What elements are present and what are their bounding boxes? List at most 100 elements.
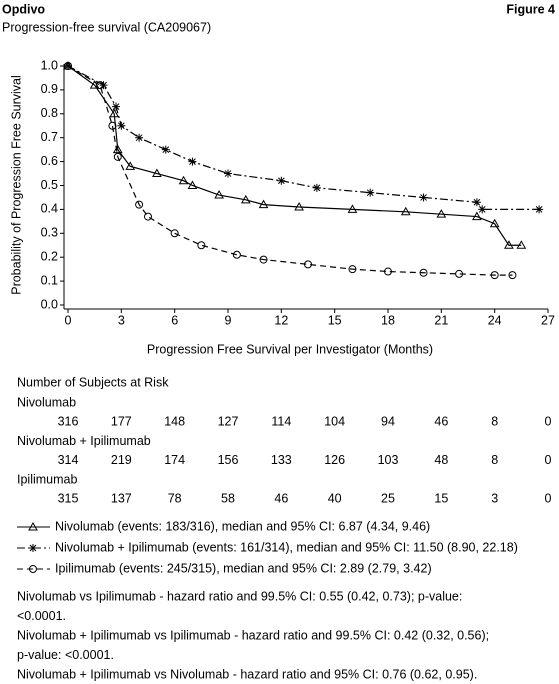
marker — [366, 188, 375, 197]
risk-count: 0 — [545, 453, 552, 467]
x-tick-label: 18 — [381, 313, 395, 327]
marker — [478, 205, 487, 214]
risk-count: 46 — [434, 414, 448, 428]
survival-curve — [67, 65, 540, 210]
marker — [455, 269, 464, 278]
legend-label: Nivolumab + Ipilimumab (events: 161/314)… — [55, 540, 518, 554]
y-tick-label: 1.0 — [41, 58, 58, 72]
y-tick-label: 0.6 — [41, 154, 58, 168]
risk-count: 46 — [274, 491, 288, 505]
risk-count: 8 — [491, 453, 498, 467]
y-tick-label: 0.7 — [41, 130, 58, 144]
marker — [170, 229, 179, 238]
marker — [112, 102, 120, 111]
y-tick-label: 0.4 — [41, 202, 58, 216]
risk-count: 8 — [491, 414, 498, 428]
x-tick-label: 12 — [274, 313, 288, 327]
marker — [29, 565, 37, 573]
marker — [161, 145, 170, 154]
note: Nivolumab + Ipilimumab vs Nivolumab - ha… — [17, 667, 477, 681]
risk-group-label: Nivolumab — [17, 395, 76, 409]
y-tick-label: 0.1 — [41, 273, 58, 287]
risk-group-label: Nivolumab + Ipilimumab — [17, 434, 151, 448]
marker — [96, 81, 104, 90]
note: p-value: <0.0001. — [17, 648, 114, 662]
note: Nivolumab vs Ipilimumab - hazard ratio a… — [17, 589, 462, 603]
legend-label: Nivolumab (events: 183/316), median and … — [55, 519, 430, 533]
marker — [490, 271, 499, 280]
marker — [436, 209, 447, 218]
risk-count: 148 — [164, 414, 185, 428]
risk-count: 25 — [381, 491, 395, 505]
marker — [187, 180, 198, 189]
survival-curve — [67, 65, 513, 276]
marker — [489, 218, 500, 228]
y-tick-label: 0.0 — [41, 297, 58, 311]
risk-count: 177 — [111, 414, 132, 428]
header-title: Opdivo — [2, 2, 45, 16]
marker — [277, 176, 286, 185]
marker — [472, 198, 481, 207]
marker — [348, 265, 357, 274]
marker — [304, 260, 312, 269]
y-tick-label: 0.2 — [41, 249, 58, 263]
risk-count: 133 — [271, 453, 292, 467]
risk-count: 127 — [218, 414, 239, 428]
marker — [535, 205, 544, 214]
y-tick-label: 0.8 — [41, 106, 58, 120]
marker — [472, 211, 482, 221]
risk-group-label: Ipilimumab — [17, 472, 77, 486]
risk-count: 103 — [378, 453, 399, 467]
y-tick-label: 0.3 — [41, 226, 58, 240]
marker — [188, 157, 197, 166]
x-tick-label: 6 — [171, 313, 178, 327]
y-tick-label: 0.5 — [41, 178, 58, 192]
risk-count: 137 — [111, 491, 132, 505]
y-axis-label: Probability of Progression Free Survival — [9, 75, 23, 295]
marker — [214, 190, 224, 199]
risk-count: 219 — [111, 453, 132, 467]
risk-count: 3 — [491, 491, 498, 505]
marker — [113, 152, 122, 161]
marker — [419, 268, 428, 277]
risk-count: 58 — [221, 491, 235, 505]
x-axis-label: Progression Free Survival per Investigat… — [147, 342, 433, 356]
marker — [64, 62, 72, 70]
risk-title: Number of Subjects at Risk — [17, 375, 169, 389]
marker — [197, 241, 206, 250]
marker — [29, 544, 37, 552]
risk-count: 0 — [545, 414, 552, 428]
legend-label: Ipilimumab (events: 245/315), median and… — [55, 561, 432, 575]
marker — [384, 267, 392, 276]
marker — [125, 161, 136, 170]
marker — [419, 193, 428, 202]
subtitle: Progression-free survival (CA209067) — [2, 20, 211, 34]
marker — [259, 255, 268, 264]
marker — [504, 240, 514, 249]
risk-count: 40 — [328, 491, 342, 505]
risk-count: 156 — [218, 453, 239, 467]
marker — [178, 175, 189, 185]
risk-count: 316 — [58, 414, 79, 428]
risk-count: 315 — [58, 491, 79, 505]
risk-count: 48 — [434, 453, 448, 467]
x-tick-label: 0 — [65, 313, 72, 327]
marker — [224, 169, 232, 178]
marker — [400, 206, 411, 216]
marker — [347, 204, 358, 213]
risk-count: 78 — [168, 491, 182, 505]
marker — [135, 200, 144, 209]
marker — [232, 250, 241, 259]
marker — [258, 199, 269, 209]
note: Nivolumab + Ipilimumab vs Ipilimumab - h… — [17, 628, 489, 642]
marker — [144, 212, 152, 221]
risk-count: 174 — [164, 453, 185, 467]
x-tick-label: 24 — [488, 313, 502, 327]
marker — [117, 121, 126, 130]
marker — [112, 144, 123, 154]
risk-count: 94 — [381, 414, 395, 428]
marker — [508, 271, 517, 280]
risk-count: 114 — [271, 414, 291, 428]
marker — [109, 108, 120, 118]
